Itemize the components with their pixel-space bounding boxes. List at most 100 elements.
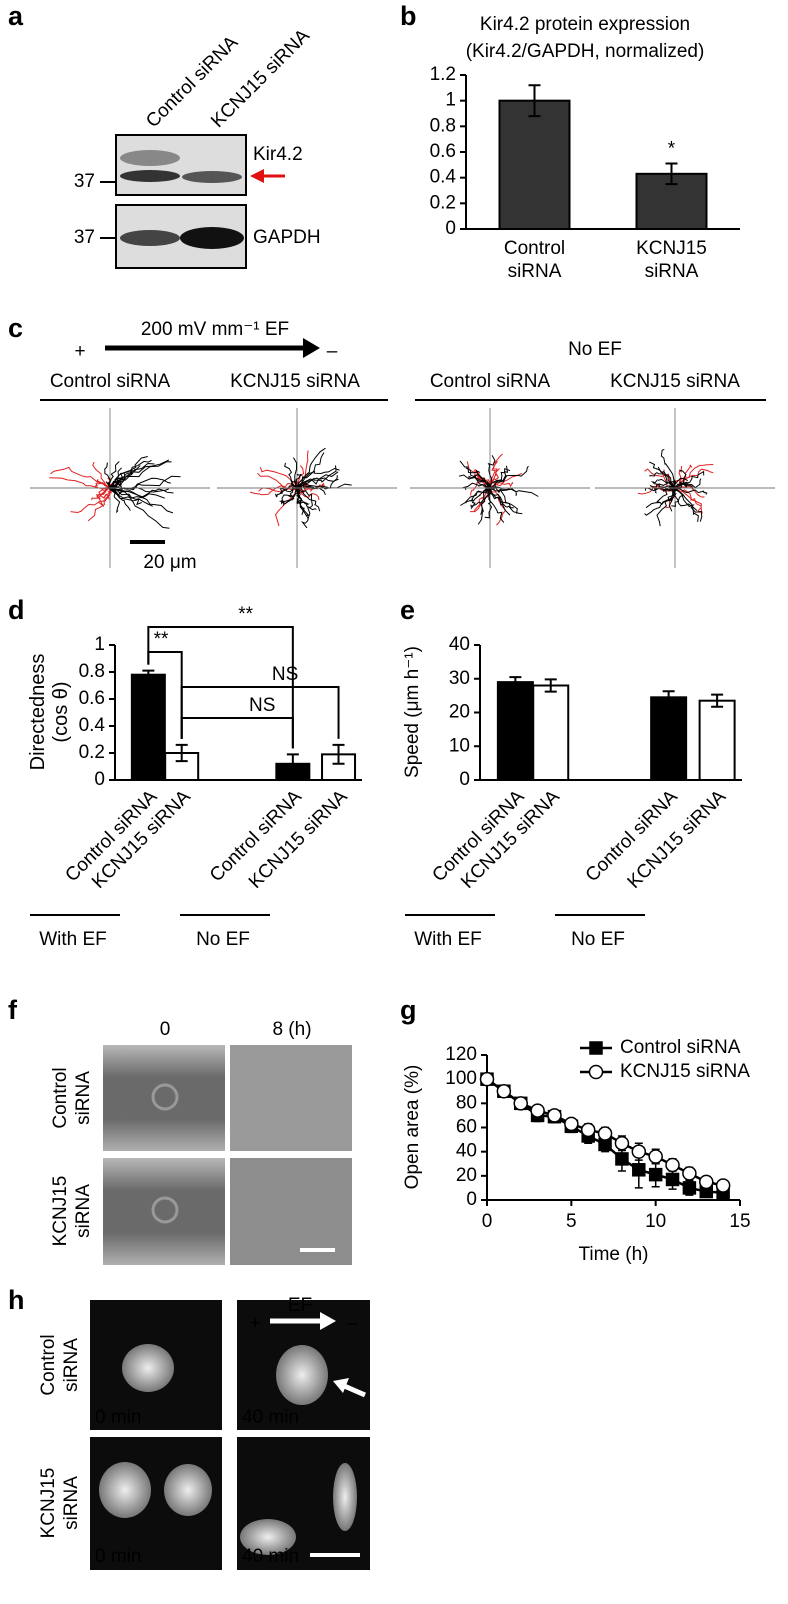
trajectory [465,467,491,489]
y-tick-label: 1 [94,634,105,655]
time-label: 0 min [95,1407,141,1428]
band [182,171,242,183]
error-bar [711,693,724,708]
ef-arrow-head [320,1312,336,1330]
trajectory [489,465,529,489]
trajectory [257,472,298,489]
ef-label: EF [288,1295,312,1316]
error-bar [528,84,541,118]
y-tick-label: 0.4 [430,167,457,188]
trajectory [293,473,303,489]
trajectory [668,487,677,512]
trajectory [672,487,699,522]
trajectory [109,484,174,494]
cell [122,1344,174,1392]
significance: NS [249,695,275,716]
trajectory [109,487,169,498]
group-label: No EF [571,929,625,950]
marker [479,1071,495,1087]
marker [547,1108,562,1123]
significance: * [668,139,676,160]
x-tick-label: 10 [645,1211,666,1232]
trajectory [94,479,111,489]
cell [333,1463,357,1531]
y-tick-label: 0.6 [79,688,105,709]
error-bar [665,162,678,186]
group-label: With EF [39,929,107,950]
y-tick-label: 0 [466,1189,477,1210]
marker [580,1122,596,1138]
panel-label: b [400,1,417,31]
micrograph [103,1045,225,1151]
polarity: + [74,341,85,362]
trajectory [296,467,340,489]
significance: ** [238,604,253,625]
panel-label: e [400,595,415,625]
trajectory [458,474,491,489]
trajectory [649,461,676,489]
bar [498,99,571,230]
marker [665,1172,680,1187]
significance: NS [272,664,298,685]
significance-bracket [180,717,294,749]
trajectory [109,456,148,489]
panel-label: a [8,1,24,31]
panel-label: f [8,995,18,1025]
y-tick-label: 0.2 [79,742,105,763]
panel-label: c [8,313,23,343]
error-bar [509,676,522,689]
pointer-arrow-head [333,1378,349,1393]
bar [496,681,534,781]
error-bar [332,743,345,765]
marker [614,1135,630,1151]
significance-bracket [180,686,340,739]
bar [130,673,166,782]
y-axis-label: Directedness (cos θ) [27,653,72,771]
y-tick-label: 1 [445,90,456,111]
error-bar [662,690,675,705]
row-label: KCNJ15 siRNA [50,1175,94,1247]
y-tick-label: 0.2 [430,192,456,213]
cell [99,1462,151,1518]
y-tick-label: 0.4 [79,715,106,736]
marker [513,1096,528,1111]
column-label: 0 [160,1019,171,1040]
trajectory [109,487,174,514]
trajectory [489,486,518,514]
significance: ** [154,629,169,650]
trajectory [654,481,676,494]
time-label: 40 min [242,1546,299,1567]
legend-label: KCNJ15 siRNA [620,1061,750,1082]
x-axis-label: Time (h) [578,1244,648,1265]
marker [564,1116,579,1132]
trajectory [487,487,511,516]
band-label: Kir4.2 [253,144,303,165]
marker [530,1103,545,1118]
y-tick-label: 30 [449,668,470,689]
pointer-arrow [341,1382,366,1398]
row-label: Control siRNA [38,1334,82,1396]
x-tick-label: KCNJ15 siRNA [636,238,707,282]
marker [682,1166,697,1181]
artifact [151,1083,179,1111]
trajectory [296,487,313,520]
time-label: 0 min [95,1546,141,1567]
x-tick-label: 5 [566,1211,577,1232]
trajectory [484,487,493,519]
y-tick-label: 40 [449,634,470,655]
polarity: – [347,1313,358,1334]
marker [597,1126,613,1141]
trajectory [107,461,120,489]
y-tick-label: 60 [456,1117,477,1138]
y-tick-label: 20 [449,702,470,723]
error-bar [286,753,299,775]
x-tick-label: 0 [482,1211,493,1232]
trajectory [673,464,693,489]
chart-title: Kir4.2 protein expression [480,14,690,35]
trajectory [249,484,298,496]
x-tick-label: Control siRNA [503,238,566,282]
trajectory [296,487,310,517]
mw-marker: 37 [74,171,95,192]
mw-marker: 37 [74,227,95,248]
